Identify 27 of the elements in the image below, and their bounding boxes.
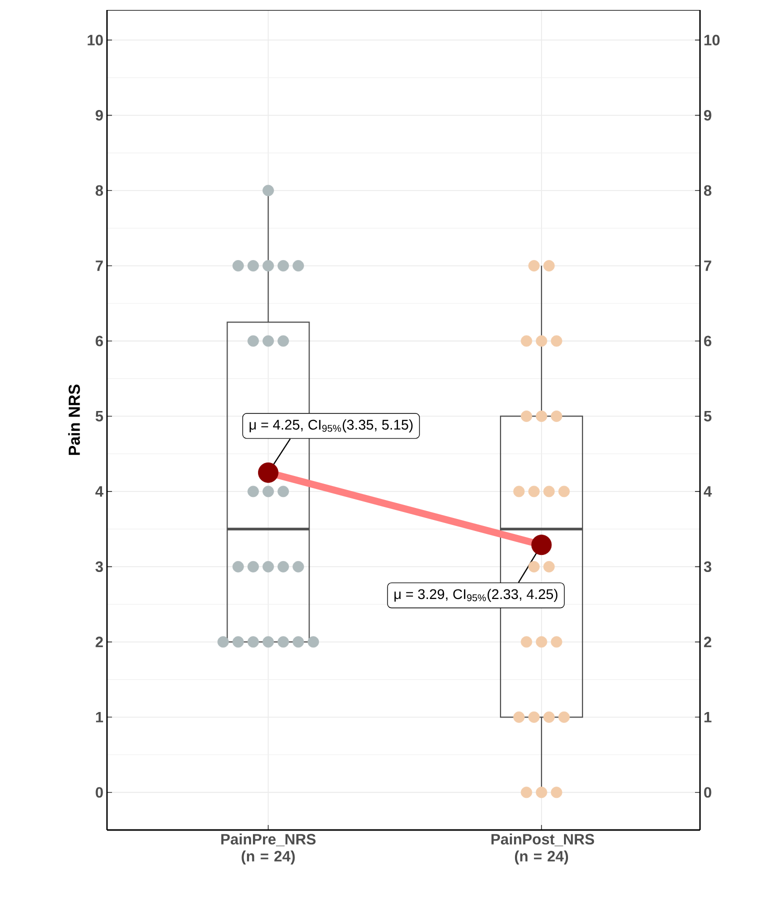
y-axis-title: Pain NRS <box>68 384 80 455</box>
y-tick-label: 6 <box>96 336 103 346</box>
y-tick-label: 3 <box>95 561 103 572</box>
y-tick-label: 4 <box>95 486 104 497</box>
y-tick-label: 2 <box>96 636 103 648</box>
y-tick-label: 8 <box>96 185 104 196</box>
x-tick-label: PainPost_NRS (n = 24) <box>491 834 594 864</box>
y-tick-label: 10 <box>88 34 103 46</box>
y-tick-label: 5 <box>96 411 104 422</box>
y2-tick-label: 3 <box>704 561 712 572</box>
y2-tick-label: 5 <box>704 411 712 422</box>
y2-tick-label: 8 <box>704 185 712 196</box>
y-tick-label: 0 <box>96 787 103 798</box>
y-tick-label: 1 <box>96 712 104 722</box>
y-tick-label: 7 <box>96 260 103 271</box>
x-tick-label: PainPre_NRS (n = 24) <box>221 834 316 864</box>
annotation: μ = 3.29, CI$_{95%}$(2.33, 4.25) <box>394 588 558 602</box>
y2-tick-label: 0 <box>704 787 712 798</box>
y2-tick-label: 7 <box>704 260 712 271</box>
annotation: μ = 4.25, CI$_{95%}$(3.35, 5.15) <box>250 419 413 432</box>
y2-tick-label: 2 <box>704 636 712 648</box>
y-tick-label: 9 <box>96 110 103 121</box>
y2-tick-label: 6 <box>704 336 712 346</box>
y2-tick-label: 9 <box>704 110 712 121</box>
y2-tick-label: 4 <box>704 486 712 497</box>
y2-tick-label: 1 <box>704 712 712 722</box>
y2-tick-label: 10 <box>704 34 720 46</box>
